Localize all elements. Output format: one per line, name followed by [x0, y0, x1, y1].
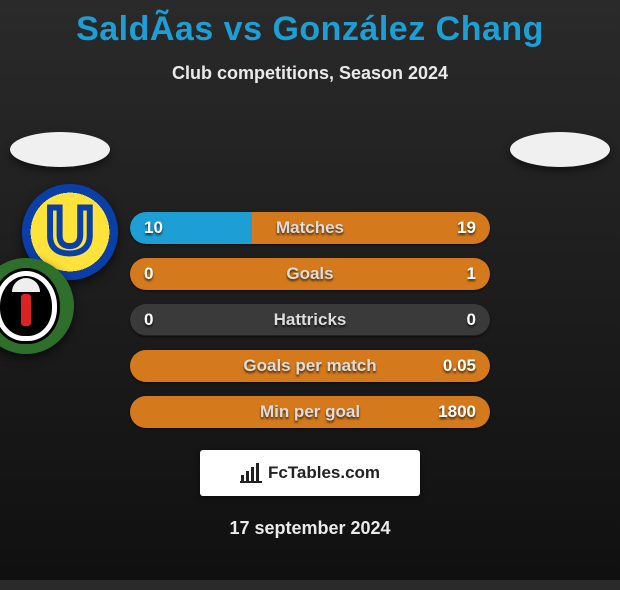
stat-label: Hattricks: [130, 304, 490, 336]
stat-label: Goals: [130, 258, 490, 290]
attribution-label: FcTables.com: [268, 463, 380, 483]
right-club-logo-inner: [0, 276, 52, 336]
stats-container: 10 Matches 19 0 Goals 1 0 Hattricks 0 Go…: [130, 212, 490, 428]
stat-row-min-per-goal: Min per goal 1800: [130, 396, 490, 428]
stat-row-hattricks: 0 Hattricks 0: [130, 304, 490, 336]
stat-row-goals: 0 Goals 1: [130, 258, 490, 290]
page-title: SaldÃ­as vs González Chang: [0, 10, 620, 49]
stat-value-right: 1: [467, 258, 476, 290]
left-player-flag: [10, 132, 110, 167]
stat-value-right: 1800: [438, 396, 476, 428]
stat-value-right: 19: [457, 212, 476, 244]
stat-label: Matches: [130, 212, 490, 244]
stat-value-right: 0.05: [443, 350, 476, 382]
stat-value-right: 0: [467, 304, 476, 336]
stat-label: Min per goal: [130, 396, 490, 428]
stat-row-matches: 10 Matches 19: [130, 212, 490, 244]
stat-row-goals-per-match: Goals per match 0.05: [130, 350, 490, 382]
stat-label: Goals per match: [130, 350, 490, 382]
bar-chart-icon: [240, 463, 262, 483]
page-date: 17 september 2024: [0, 518, 620, 539]
right-player-flag: [510, 132, 610, 167]
attribution-badge[interactable]: FcTables.com: [200, 450, 420, 496]
page-subtitle: Club competitions, Season 2024: [0, 63, 620, 84]
